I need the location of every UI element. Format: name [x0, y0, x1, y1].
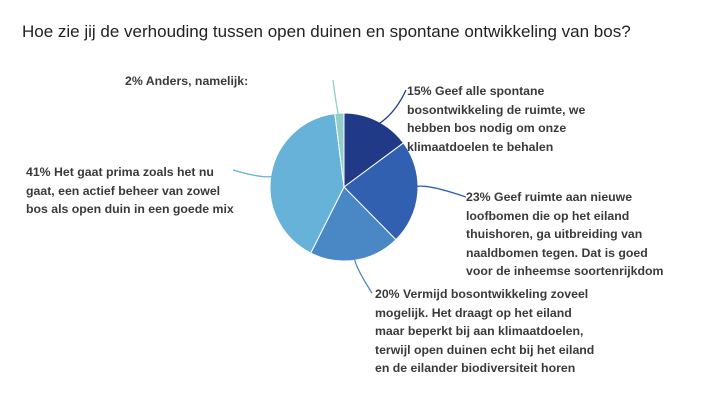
leader-line-23	[411, 185, 467, 198]
leader-line-2	[332, 79, 341, 120]
pie-slice-41	[269, 113, 345, 254]
leader-line-20	[353, 254, 373, 294]
leader-line-41	[232, 169, 278, 178]
slice-label-15: 15% Geef alle spontane bosontwikkeling d…	[407, 84, 586, 154]
pie-slice-2	[334, 112, 345, 188]
pie-slice-23	[343, 142, 419, 241]
slice-label-2: 2% Anders, namelijk:	[125, 74, 249, 88]
pie-slice-15	[343, 112, 405, 188]
leader-line-15	[374, 89, 407, 127]
slice-label-41: 41% Het gaat prima zoals het nu gaat, ee…	[26, 165, 234, 216]
chart-title: Hoe zie jij de verhouding tussen open du…	[22, 22, 631, 41]
slice-label-20: 20% Vermijd bosontwikkeling zoveel mogel…	[375, 287, 595, 375]
slice-label-23: 23% Geef ruimte aan nieuwe loofbomen die…	[466, 190, 664, 278]
pie-slice-20	[310, 186, 397, 262]
